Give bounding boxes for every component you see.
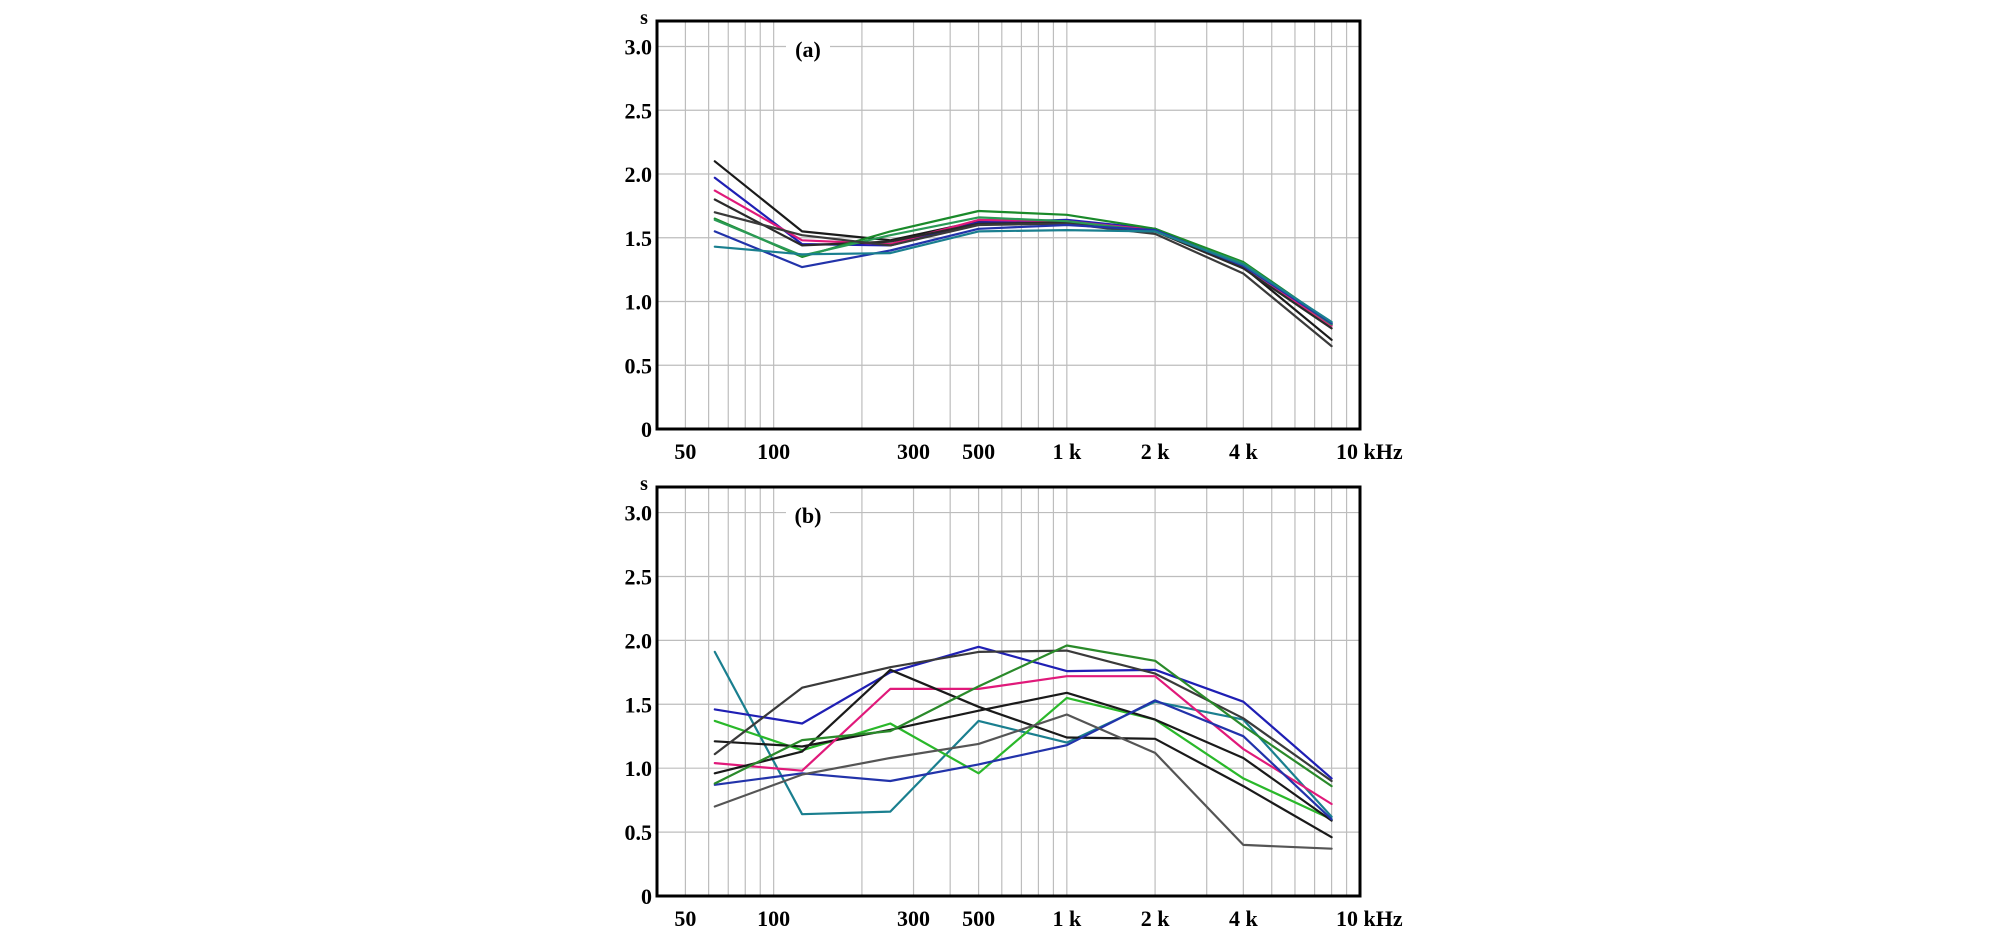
series-line-5 [713,649,1333,783]
plot-frame [655,19,1362,431]
y-tick-label: 1.5 [625,226,653,251]
x-tick-label: 1 k [1052,439,1082,464]
x-tick-label: 2 k [1141,906,1171,931]
y-tick-label: 0.5 [625,353,653,378]
x-tick-label: 50 [674,439,696,464]
series-line-10 [713,713,1333,850]
plot-frame [655,485,1362,898]
panel-label-background [786,35,830,65]
series-line-7 [713,668,1333,839]
y-tick-label: 1.0 [625,290,653,315]
series-line-2 [713,645,1333,780]
series-line-1 [713,650,1333,818]
panel-label: (a) [795,37,821,62]
x-tick-label: 100 [757,906,790,931]
series-line-8 [713,699,1333,821]
chart-panel-b: (b) s 0 0.5 1.0 1.5 2.0 2.5 3.0 50 100 300 500 1 k 2 k… [625,473,1403,931]
y-unit-label: s [640,7,648,29]
y-tick-label: 3.0 [625,501,653,526]
series-line-3 [713,696,1333,821]
y-tick-label: 2.5 [625,564,653,589]
y-tick-label: 0.5 [625,820,653,845]
y-tick-label: 0 [641,884,652,909]
panel-label: (b) [795,503,822,528]
series-group [713,160,1333,348]
series-line-9 [713,644,1333,788]
chart-panel-a: (a) s 0 0.5 1.0 1.5 2.0 2.5 3.0 50 100 300 500 1 k 2 k… [625,7,1403,464]
series-group [713,644,1333,850]
y-unit-label: s [640,473,648,495]
series-line-9 [713,229,1333,323]
x-tick-label: 10 kHz [1336,439,1403,464]
series-line-1 [713,160,1333,341]
x-tick-label: 4 k [1229,906,1259,931]
x-tick-label: 50 [674,906,696,931]
panel-label-background [786,501,830,531]
x-tick-label: 500 [962,906,995,931]
x-tick-label: 10 kHz [1336,906,1403,931]
series-line-3 [713,189,1333,327]
x-tick-label: 300 [897,439,930,464]
series-line-2 [713,176,1333,326]
grid [657,487,1360,896]
x-tick-label: 4 k [1229,439,1259,464]
y-tick-label: 3.0 [625,35,653,60]
series-line-6 [713,675,1333,806]
y-tick-label: 1.5 [625,692,653,717]
x-tick-label: 100 [757,439,790,464]
series-line-7 [713,211,1333,348]
y-tick-label: 2.5 [625,98,653,123]
series-line-4 [713,691,1333,822]
x-tick-label: 2 k [1141,439,1171,464]
x-tick-label: 300 [897,906,930,931]
y-tick-label: 0 [641,417,652,442]
y-tick-label: 1.0 [625,756,653,781]
series-line-4 [713,198,1333,330]
y-tick-label: 2.0 [625,628,653,653]
y-tick-label: 2.0 [625,162,653,187]
x-tick-label: 1 k [1052,906,1082,931]
x-tick-label: 500 [962,439,995,464]
